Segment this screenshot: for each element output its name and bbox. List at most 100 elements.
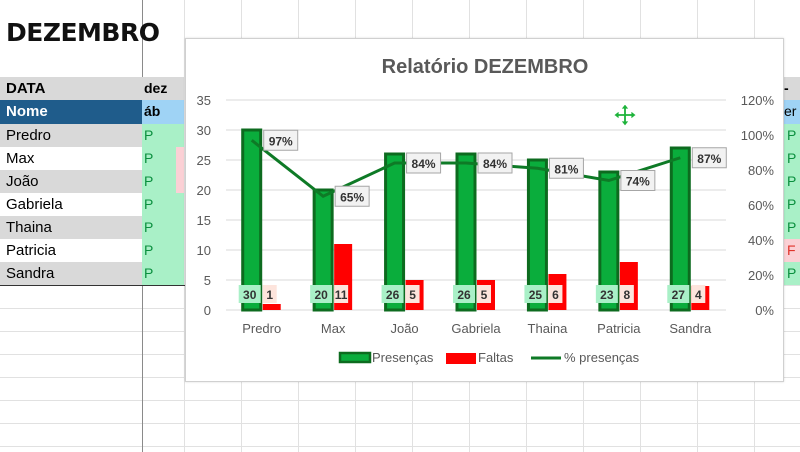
absence-label-bg [691, 285, 706, 303]
attendance-cell[interactable]: P [784, 147, 800, 170]
presence-label-bg [453, 285, 475, 303]
x-tick-label: Thaina [528, 321, 569, 336]
name-cell[interactable]: Patricia [0, 239, 142, 262]
absence-data-label: 8 [624, 288, 631, 302]
header-data-cell[interactable]: DATA [0, 77, 142, 100]
presence-bar [312, 188, 334, 312]
name-cell[interactable]: Max [0, 147, 142, 170]
absence-label-bg [262, 285, 277, 303]
presence-data-label: 26 [457, 288, 471, 302]
y-tick-label: 20 [197, 183, 211, 198]
x-tick-label: João [390, 321, 418, 336]
name-cell[interactable]: Thaina [0, 216, 142, 239]
absence-data-label: 11 [335, 288, 348, 302]
header-weekday-cell[interactable]: áb [142, 100, 184, 124]
presence-bar [241, 128, 263, 312]
absence-data-label: 5 [409, 288, 416, 302]
presence-label-bg [524, 285, 547, 303]
percent-label-box [620, 170, 656, 191]
presence-data-label: 23 [600, 288, 614, 302]
percent-label-box [691, 147, 727, 169]
presence-label-bg [238, 285, 261, 303]
attendance-cell[interactable]: F [784, 239, 800, 262]
attendance-cell[interactable]: P [142, 262, 184, 285]
name-cell[interactable]: Gabriela [0, 193, 142, 216]
percent-data-label: 87% [697, 152, 721, 166]
absence-marker-cell [176, 147, 184, 193]
attendance-cell[interactable]: P [142, 147, 184, 170]
move-cross-icon [613, 103, 637, 127]
header-right-date-cell[interactable]: -de [784, 77, 800, 119]
absence-bar [262, 304, 281, 310]
percent-label-box [406, 152, 442, 174]
y-tick-label: 5 [204, 273, 211, 288]
header-right-weekday-cell[interactable]: er [784, 100, 800, 124]
percent-data-label: 65% [340, 190, 364, 204]
percent-label-box [548, 157, 584, 179]
attendance-cell[interactable]: P [784, 170, 800, 193]
presence-bar [384, 152, 406, 312]
presence-bar [598, 170, 620, 312]
presence-bar [455, 152, 477, 312]
presence-data-label: 27 [672, 288, 686, 302]
legend-presence-swatch [338, 351, 372, 364]
presence-data-label: 26 [386, 288, 400, 302]
percent-label-box [477, 152, 513, 174]
presence-label-bg [310, 285, 333, 303]
x-tick-label: Patricia [597, 321, 641, 336]
legend-line-label: % presenças [564, 350, 640, 365]
absence-label-bg [619, 285, 634, 303]
y2-tick-label: 20% [748, 268, 774, 283]
x-tick-label: Predro [242, 321, 281, 336]
presence-data-label: 30 [243, 288, 257, 302]
attendance-cell[interactable]: P [784, 124, 800, 147]
attendance-cell[interactable]: P [784, 262, 800, 285]
presence-data-label: 20 [314, 288, 328, 302]
x-tick-label: Gabriela [451, 321, 501, 336]
percent-data-label: 84% [412, 157, 436, 171]
legend-absence-swatch [446, 353, 476, 364]
y2-tick-label: 0% [755, 303, 774, 318]
absence-label-bg [477, 285, 491, 303]
y-tick-label: 30 [197, 123, 211, 138]
y2-tick-label: 120% [741, 93, 775, 108]
percent-data-label: 84% [483, 157, 507, 171]
absence-data-label: 5 [481, 288, 488, 302]
attendance-cell[interactable]: P [142, 239, 184, 262]
sheet-title: DEZEMBRO [6, 18, 160, 47]
attendance-cell[interactable]: P [784, 193, 800, 216]
name-cell[interactable]: Sandra [0, 262, 142, 285]
attendance-cell[interactable]: P [142, 124, 184, 147]
header-date-cell[interactable]: dez [142, 77, 184, 100]
attendance-cell[interactable]: P [784, 216, 800, 239]
y2-tick-label: 100% [741, 128, 775, 143]
y2-tick-label: 40% [748, 233, 774, 248]
report-chart[interactable]: Relatório DEZEMBRO 0 5 10 15 20 25 30 35 0% 20% 40%… [185, 38, 784, 382]
attendance-cell[interactable]: P [142, 216, 184, 239]
presence-bar [526, 158, 548, 312]
y-tick-label: 35 [197, 93, 211, 108]
chart-canvas: Relatório DEZEMBRO051015202530350%20%40%… [197, 56, 775, 365]
presence-bar [669, 146, 691, 312]
x-tick-label: Max [321, 321, 346, 336]
absence-label-bg [334, 285, 349, 303]
percent-label-box [334, 185, 370, 207]
attendance-cell[interactable]: P [142, 170, 184, 193]
legend-absence-label: Faltas [478, 350, 514, 365]
absence-label-bg [405, 285, 420, 303]
y2-tick-label: 80% [748, 163, 774, 178]
presence-label-bg [667, 285, 690, 303]
percent-data-label: 74% [626, 175, 650, 189]
attendance-cell[interactable]: P [142, 193, 184, 216]
header-nome-cell[interactable]: Nome [0, 100, 142, 124]
absence-data-label: 4 [695, 288, 702, 302]
presence-data-label: 25 [529, 288, 543, 302]
x-tick-label: Sandra [669, 321, 712, 336]
percent-data-label: 97% [269, 134, 293, 148]
absence-label-bg [548, 285, 563, 303]
name-cell[interactable]: Predro [0, 124, 142, 147]
presence-label-bg [595, 285, 618, 303]
name-cell[interactable]: João [0, 170, 142, 193]
percent-label-box [263, 129, 299, 151]
presence-label-bg [381, 285, 404, 303]
